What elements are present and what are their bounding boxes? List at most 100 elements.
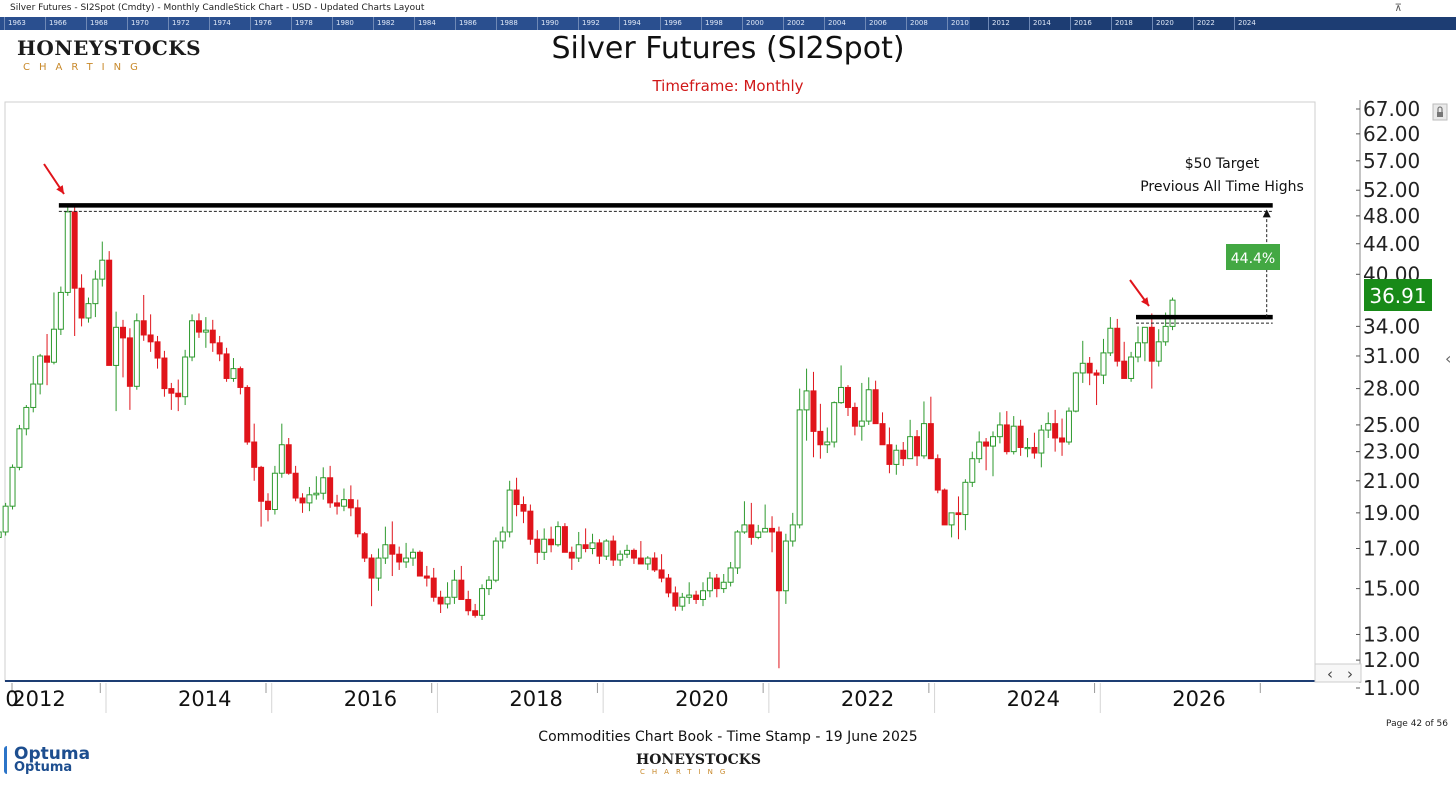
timeline-year-label: 1966 (45, 17, 67, 30)
candle-down (637, 557, 644, 565)
footer-honeystocks-logo: HONEYSTOCKS CHARTING (636, 752, 761, 776)
candle-up (444, 596, 451, 605)
candle-up (1107, 327, 1114, 354)
candle-down (147, 334, 154, 343)
candle-up (320, 477, 327, 494)
timeline-year-label: 1974 (209, 17, 231, 30)
honeystocks-logo: HONEYSTOCKS CHARTING (17, 36, 201, 84)
candle-up (382, 544, 389, 559)
optuma-logo: Optuma Optuma (4, 744, 90, 775)
candle-up (133, 320, 140, 387)
x-tick-label: 0 (5, 687, 18, 711)
optuma-text-2: Optuma (14, 760, 73, 775)
candle-down (955, 512, 962, 516)
candle-up (451, 579, 458, 598)
candle-up (1038, 429, 1045, 454)
candle-down (78, 287, 85, 319)
y-tick-label: 52.00 (1363, 178, 1420, 202)
x-tick-label: 2012 (12, 687, 65, 711)
candle-up (0, 531, 2, 538)
y-tick-label: 13.00 (1363, 622, 1420, 646)
candle-down (527, 510, 534, 540)
candle-down (886, 444, 893, 465)
target-label-1: $50 Target (1185, 156, 1260, 172)
candle-up (575, 544, 582, 559)
timeline-year-label: 1982 (373, 17, 395, 30)
candle-up (969, 458, 976, 483)
candle-up (9, 466, 16, 507)
candle-up (1079, 362, 1086, 374)
candle-down (140, 320, 147, 336)
candle-down (327, 477, 334, 504)
candle-down (285, 444, 292, 474)
candle-down (209, 329, 216, 344)
candle-down (665, 577, 672, 594)
candle-down (561, 526, 568, 553)
candle-down (1114, 327, 1121, 362)
last-price-label: 36.91 (1369, 284, 1426, 308)
timeline-year-label: 2024 (1234, 17, 1256, 30)
candle-down (292, 472, 299, 499)
candle-up (976, 441, 983, 460)
candle-up (485, 579, 492, 590)
timeline-year-label: 2014 (1029, 17, 1051, 30)
last-price-badge (1364, 279, 1432, 311)
x-tick-label: 2024 (1007, 687, 1060, 711)
candle-down (513, 489, 520, 506)
timeline-year-label: 2018 (1111, 17, 1133, 30)
candle-up (838, 386, 845, 404)
candle-down (693, 594, 700, 600)
timeline-year-label: 2000 (742, 17, 764, 30)
candle-down (914, 436, 921, 457)
candle-down (568, 551, 575, 559)
candle-down (941, 489, 948, 526)
candle-down (361, 533, 368, 559)
scroll-buttons[interactable] (1314, 663, 1362, 683)
candle-up (1162, 325, 1169, 343)
candle-up (948, 512, 955, 526)
y-tick-label: 25.00 (1363, 413, 1420, 437)
candle-up (803, 390, 810, 411)
pin-icon[interactable]: ⊼ (1394, 3, 1402, 14)
y-tick-label: 23.00 (1363, 440, 1420, 464)
candle-up (375, 557, 382, 579)
y-tick-label: 11.00 (1363, 676, 1420, 700)
page-number: Page 42 of 56 (1386, 719, 1448, 729)
timeline-year-label: 1978 (291, 17, 313, 30)
y-tick-label: 67.00 (1363, 98, 1420, 121)
timeline-year-label: 1998 (701, 17, 723, 30)
overview-timeline[interactable]: 1963 1966 1968 1970 1972 1974 1976 1978 1980 1982… (0, 17, 1456, 30)
candle-up (30, 383, 37, 408)
timeline-year-label: 2006 (865, 17, 887, 30)
candle-down (458, 579, 465, 600)
candle-down (126, 337, 133, 387)
candle-down (596, 542, 603, 557)
candle-up (113, 326, 120, 366)
chevron-left-icon: ‹ (1445, 349, 1451, 368)
candle-down (106, 259, 113, 366)
candle-down (548, 538, 555, 546)
candle-up (37, 355, 44, 385)
optuma-text-1: Optuma (14, 744, 91, 764)
timeline-scrub[interactable] (0, 17, 970, 30)
price-chart[interactable]: 67.0062.0057.0052.0048.0044.0040.0034.00… (0, 98, 1456, 718)
candle-up (734, 531, 741, 569)
candle-up (755, 531, 762, 538)
y-tick-label: 12.00 (1363, 648, 1420, 672)
footer-timestamp: Commodities Chart Book - Time Stamp - 19… (538, 729, 918, 745)
candle-up (990, 436, 996, 447)
candle-up (506, 489, 513, 533)
timeline-year-label: 1996 (660, 17, 682, 30)
scroll-right-icon: › (1347, 665, 1353, 683)
candle-up (796, 409, 803, 526)
footer-logo-main: HONEYSTOCKS (636, 752, 762, 768)
target-label-2: Previous All Time Highs (1140, 179, 1304, 195)
timeline-year-label: 2020 (1152, 17, 1174, 30)
candle-up (230, 368, 237, 379)
timeline-year-label: 1988 (496, 17, 518, 30)
timeline-year-label: 1984 (414, 17, 436, 30)
timeline-year-label: 2004 (824, 17, 846, 30)
candle-down (927, 423, 934, 460)
timeline-year-label: 2022 (1193, 17, 1215, 30)
candle-down (534, 538, 541, 553)
